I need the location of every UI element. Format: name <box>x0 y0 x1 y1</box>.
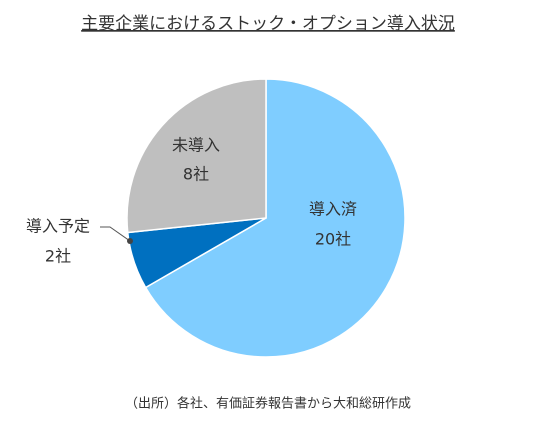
slice-value-label: 20社 <box>315 230 351 249</box>
slice-value-label: 8社 <box>183 165 209 184</box>
slice-label: 未導入 <box>172 136 220 155</box>
pie-slice <box>144 78 406 358</box>
source-note: （出所）各社、有価証券報告書から大和総研作成 <box>125 396 411 412</box>
slice-label: 導入予定 <box>26 217 90 236</box>
chart-title: 主要企業におけるストック・オプション導入状況 <box>81 14 455 34</box>
leader-line <box>100 226 131 242</box>
slice-label: 導入済 <box>309 200 357 219</box>
slice-value-label: 2社 <box>45 247 71 266</box>
pie-slice <box>126 78 267 234</box>
leader-dot <box>127 238 133 244</box>
